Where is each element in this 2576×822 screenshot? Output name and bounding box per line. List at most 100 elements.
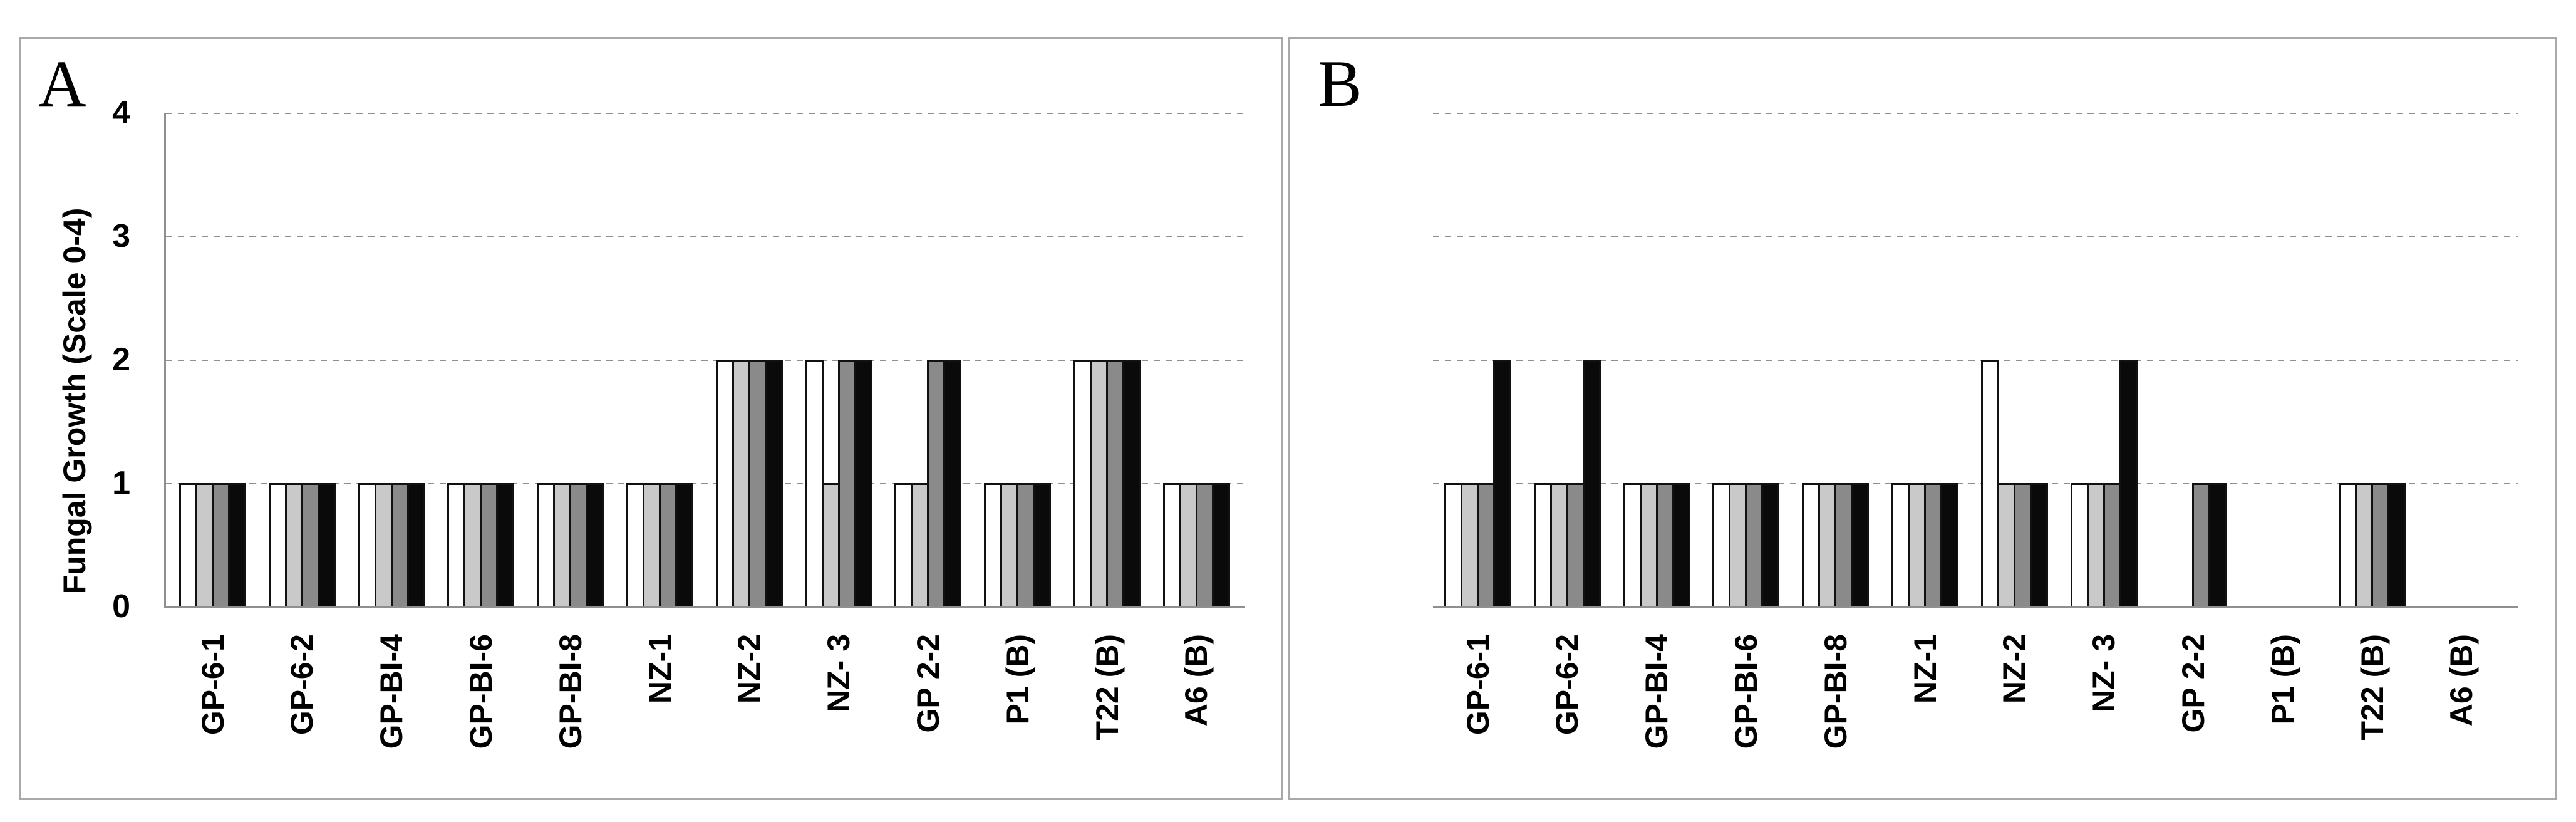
bar-GP-6-2-dark-gray xyxy=(1566,483,1585,606)
x-category-label: GP-BI-4 xyxy=(374,634,410,749)
bar-GP-BI-8-dark-gray xyxy=(1834,483,1853,606)
bar-GP-BI-4-dark-gray xyxy=(1655,483,1674,606)
bar-NZ- 3-white xyxy=(805,360,824,606)
y-tick-label-2: 2 xyxy=(112,341,130,378)
y-tick-label-4: 4 xyxy=(112,95,130,131)
bar-GP-6-1-dark-gray xyxy=(212,483,230,606)
bar-NZ- 3-light-gray xyxy=(2086,483,2105,606)
x-category-label: T22 (B) xyxy=(2354,634,2390,741)
gridline-y4 xyxy=(1433,113,2518,114)
bar-GP-BI-4-black xyxy=(1672,483,1690,606)
bar-GP-6-2-black xyxy=(1582,360,1601,606)
x-category-label: GP 2-2 xyxy=(2175,634,2211,733)
bar-NZ-2-dark-gray xyxy=(2013,483,2032,606)
bar-T22 (B)-white xyxy=(1073,360,1092,606)
bar-NZ-1-white xyxy=(1891,483,1910,606)
bar-A6 (B)-white xyxy=(1162,483,1181,606)
y-tick-label-3: 3 xyxy=(112,218,130,254)
bar-NZ-1-dark-gray xyxy=(659,483,677,606)
bar-T22 (B)-light-gray xyxy=(1090,360,1108,606)
plot-area-a: 0 1 2 3 4 GP-6-1 GP-6-2 GP-BI-4 GP-BI-6 GP-BI-8 NZ… xyxy=(21,39,1281,798)
bar-NZ- 3-dark-gray xyxy=(837,360,856,606)
bar-GP-BI-4-dark-gray xyxy=(390,483,409,606)
panel-b-letter: B xyxy=(1318,47,1362,120)
x-category-label: GP 2-2 xyxy=(910,634,946,733)
bar-GP-BI-8-dark-gray xyxy=(569,483,588,606)
x-category-label: NZ-1 xyxy=(642,634,678,704)
bar-NZ- 3-dark-gray xyxy=(2103,483,2121,606)
x-category-label: P1 (B) xyxy=(2265,634,2300,725)
gridline-y4 xyxy=(166,113,1245,114)
y-tick-label-1: 1 xyxy=(112,465,130,501)
x-category-label: NZ-2 xyxy=(1997,634,2032,704)
bar-GP-BI-4-white xyxy=(1623,483,1642,606)
bar-GP-BI-6-light-gray xyxy=(463,483,482,606)
bar-GP-6-2-light-gray xyxy=(1549,483,1568,606)
bar-A6 (B)-light-gray xyxy=(1179,483,1197,606)
x-category-label: T22 (B) xyxy=(1089,634,1125,741)
bar-GP 2-2-black xyxy=(943,360,962,606)
x-category-label: GP-BI-6 xyxy=(463,634,499,749)
bar-NZ-1-light-gray xyxy=(1908,483,1926,606)
bar-GP 2-2-light-gray xyxy=(911,483,929,606)
bar-NZ- 3-black xyxy=(2119,360,2138,606)
bar-GP-6-1-black xyxy=(1493,360,1511,606)
bar-T22 (B)-white xyxy=(2339,483,2357,606)
bar-NZ- 3-black xyxy=(854,360,872,606)
plot-area-b: GP-6-1 GP-6-2 GP-BI-4 GP-BI-6 GP-BI-8 NZ-1 NZ-… xyxy=(1290,39,2555,798)
bar-T22 (B)-black xyxy=(2387,483,2406,606)
gridline-y1 xyxy=(1433,483,2518,484)
bar-GP-BI-6-black xyxy=(496,483,515,606)
x-axis-line xyxy=(164,606,1245,608)
bar-GP-BI-6-black xyxy=(1761,483,1780,606)
bar-NZ-2-black xyxy=(2029,483,2048,606)
bar-GP-6-2-black xyxy=(317,483,336,606)
x-category-label: GP-6-1 xyxy=(1460,634,1496,736)
bar-NZ-2-dark-gray xyxy=(748,360,767,606)
x-category-label: A6 (B) xyxy=(1179,634,1214,727)
y-tick-label-0: 0 xyxy=(112,588,130,625)
bar-NZ-2-white xyxy=(1980,360,1999,606)
bar-GP-6-2-white xyxy=(1533,483,1552,606)
bar-GP-6-1-dark-gray xyxy=(1477,483,1495,606)
bar-NZ- 3-light-gray xyxy=(821,483,840,606)
x-category-label: GP-6-2 xyxy=(284,634,320,736)
x-category-label: NZ-2 xyxy=(732,634,767,704)
bar-NZ-1-black xyxy=(675,483,693,606)
bar-GP-BI-8-white xyxy=(1802,483,1821,606)
bar-GP-BI-6-white xyxy=(1712,483,1731,606)
bar-P1 (B)-dark-gray xyxy=(1016,483,1035,606)
bar-P1 (B)-white xyxy=(984,483,1003,606)
x-category-label: GP-BI-8 xyxy=(1818,634,1853,749)
bar-GP-BI-8-light-gray xyxy=(1818,483,1837,606)
bar-T22 (B)-dark-gray xyxy=(2371,483,2389,606)
bar-NZ-1-black xyxy=(1940,483,1958,606)
panel-b: B GP-6-1 GP-6-2 GP-BI-4 GP-BI-6 GP-BI-8 NZ-1 N… xyxy=(1288,37,2557,800)
gridline-y1 xyxy=(166,483,1245,484)
bar-NZ-1-dark-gray xyxy=(1924,483,1942,606)
bar-GP 2-2-dark-gray xyxy=(2192,483,2211,606)
bar-GP-6-1-white xyxy=(179,483,197,606)
x-category-label: P1 (B) xyxy=(1000,634,1035,725)
x-category-label: NZ-1 xyxy=(1907,634,1943,704)
bar-P1 (B)-light-gray xyxy=(1000,483,1019,606)
x-category-label: A6 (B) xyxy=(2444,634,2480,727)
bar-T22 (B)-black xyxy=(1122,360,1141,606)
bar-NZ- 3-white xyxy=(2070,483,2089,606)
bar-GP 2-2-dark-gray xyxy=(927,360,946,606)
bar-GP-6-2-dark-gray xyxy=(301,483,319,606)
x-category-label: GP-BI-4 xyxy=(1639,634,1675,749)
bar-GP-BI-4-white xyxy=(358,483,376,606)
bar-GP-BI-8-light-gray xyxy=(553,483,572,606)
bar-GP-BI-8-black xyxy=(586,483,604,606)
bar-GP-BI-6-white xyxy=(447,483,466,606)
bar-GP 2-2-white xyxy=(894,483,913,606)
bar-GP-6-1-light-gray xyxy=(195,483,214,606)
gridline-y2 xyxy=(1433,360,2518,361)
x-category-label: GP-BI-8 xyxy=(552,634,588,749)
bar-GP-BI-8-black xyxy=(1851,483,1870,606)
bar-T22 (B)-light-gray xyxy=(2355,483,2373,606)
x-category-label: GP-BI-6 xyxy=(1728,634,1764,749)
bar-GP-6-1-black xyxy=(228,483,246,606)
